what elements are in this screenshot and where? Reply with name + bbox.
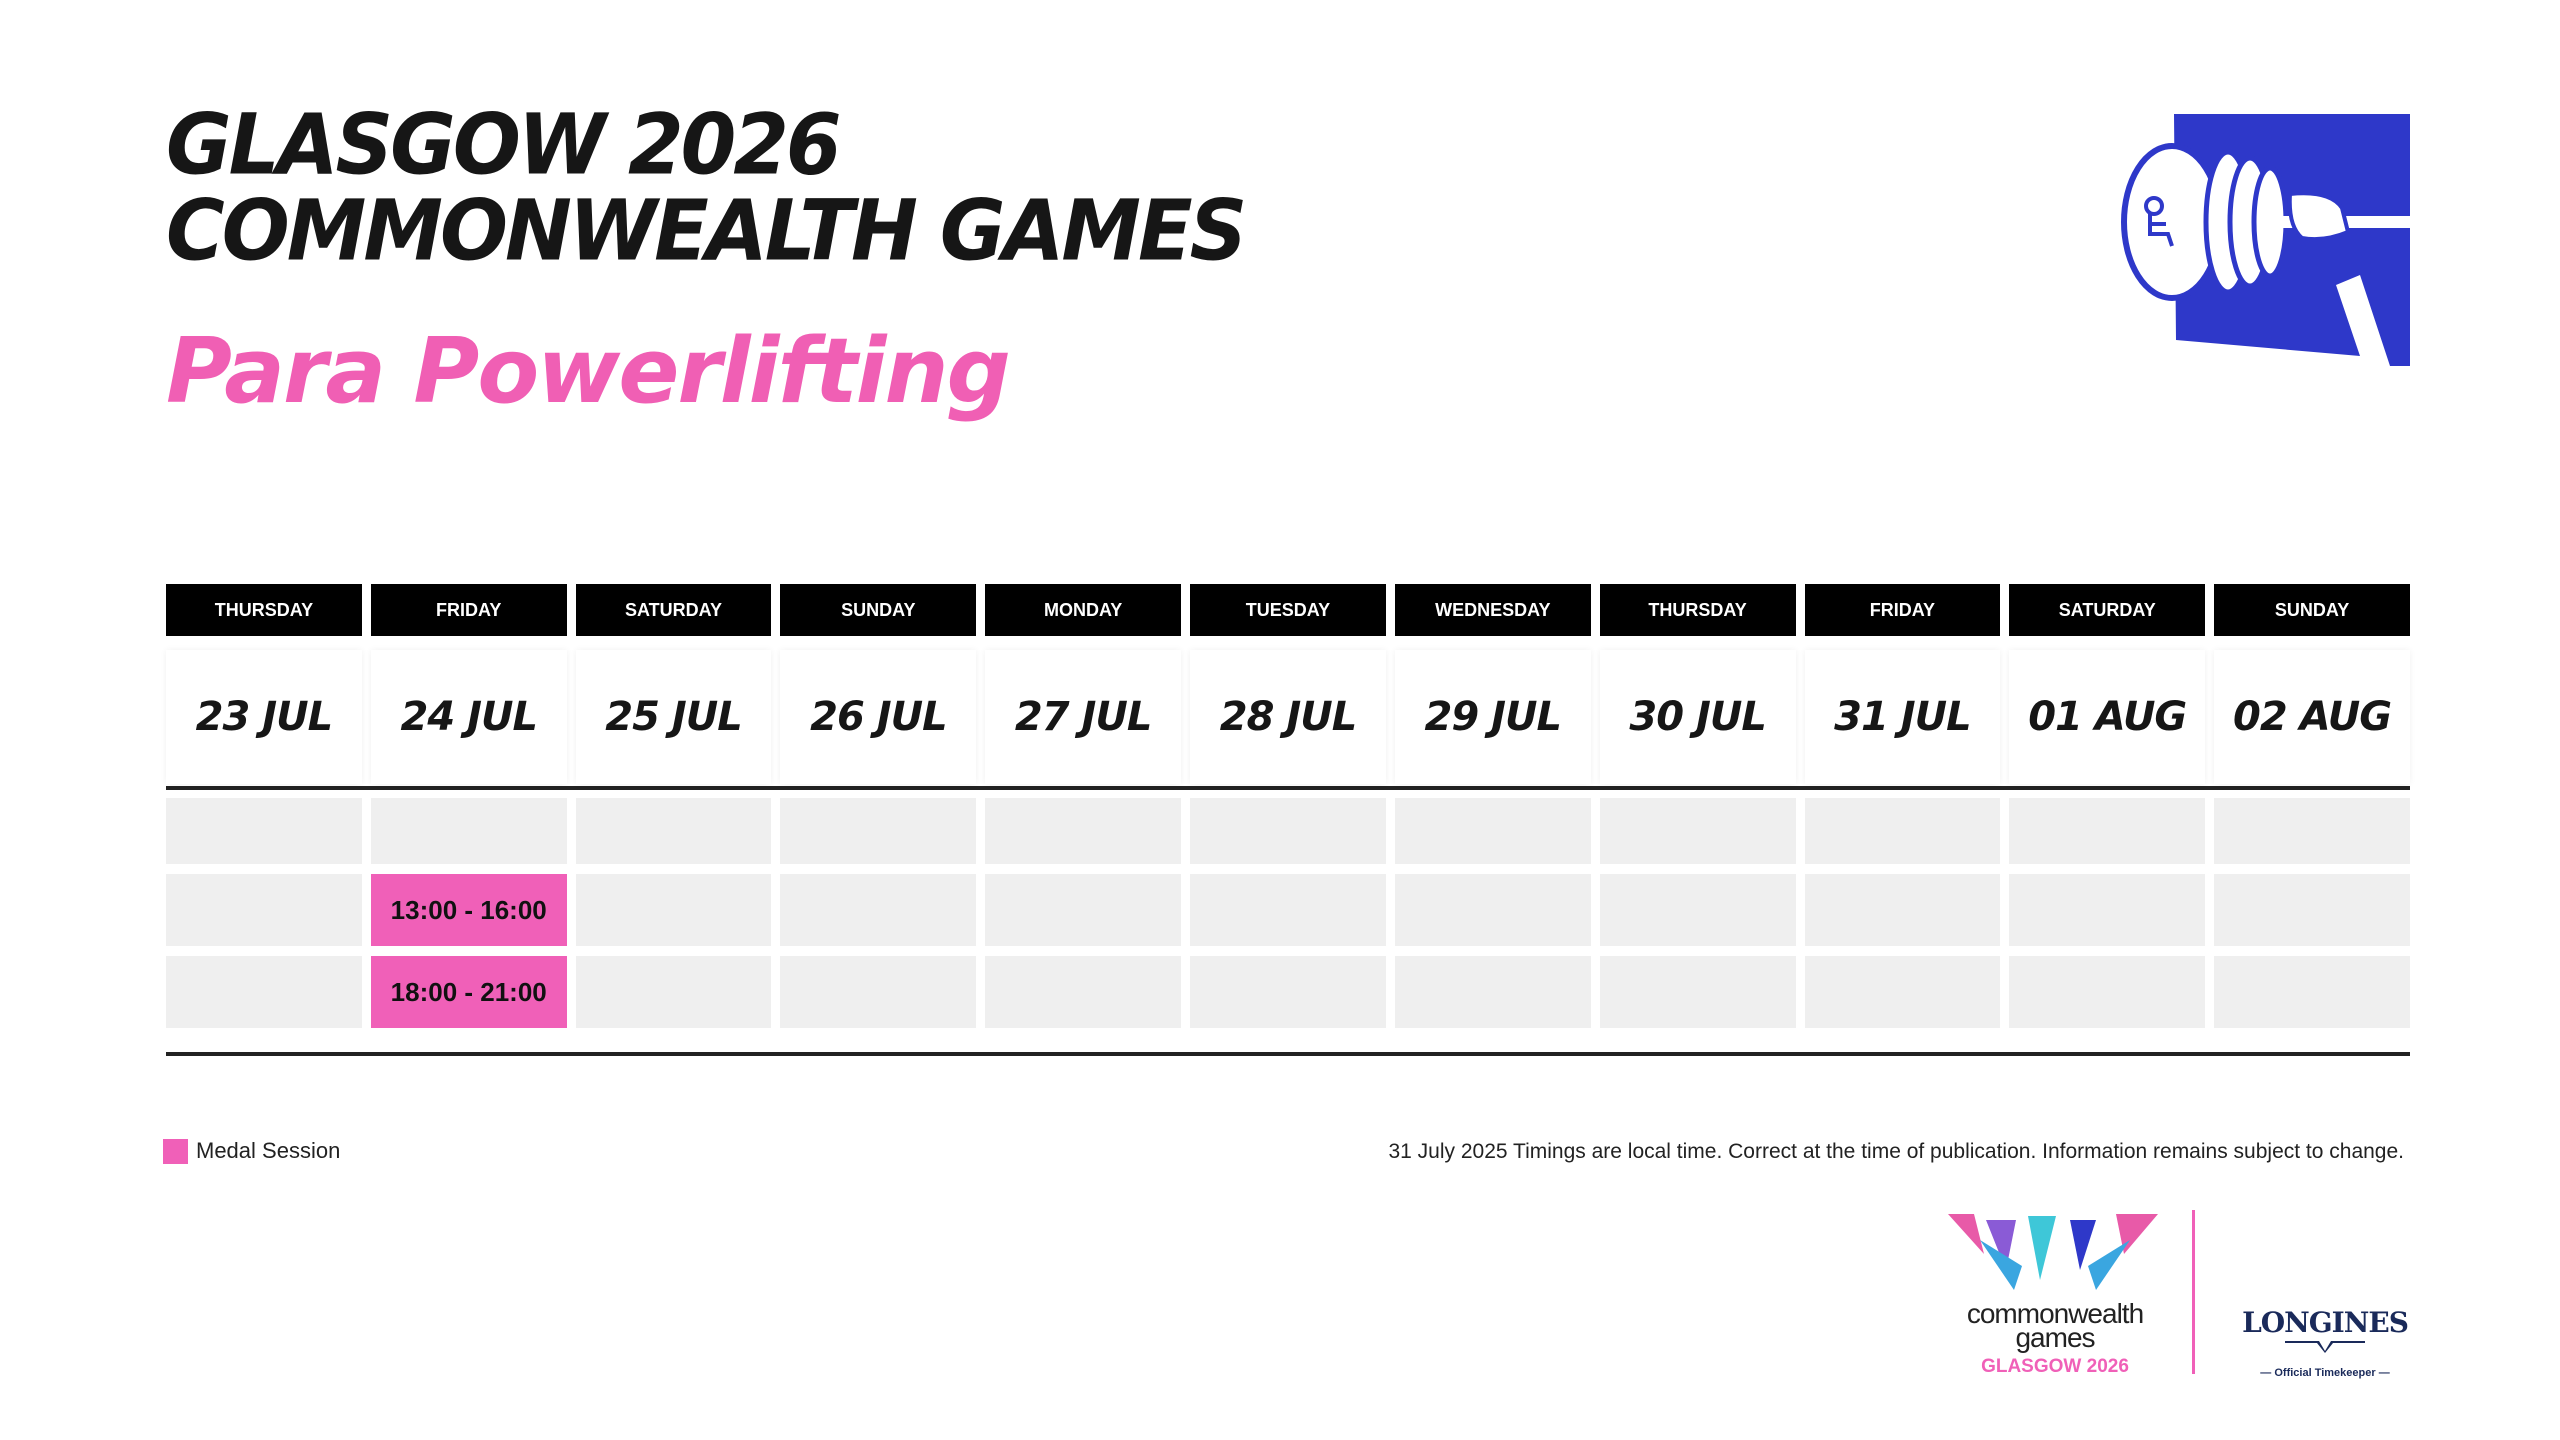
session-cell — [1190, 798, 1386, 864]
session-cell — [1599, 798, 1796, 864]
date-header: 02 AUG — [2214, 650, 2410, 784]
session-cell — [166, 956, 362, 1028]
session-cell — [985, 798, 1182, 864]
commonwealth-games-wordmark: commonwealth games GLASGOW 2026 — [1966, 1298, 2144, 1378]
divider-bottom — [166, 1052, 2410, 1056]
date-header: 24 JUL — [370, 650, 567, 784]
session-cell — [1599, 874, 1796, 946]
session-row — [166, 798, 2410, 864]
medal-session-cell: 13:00 - 16:00 — [370, 874, 567, 946]
session-row: 18:00 - 21:00 — [166, 956, 2410, 1028]
sport-title: Para Powerlifting — [166, 319, 1011, 424]
weekday-header-row: THURSDAY FRIDAY SATURDAY SUNDAY MONDAY TUESDA… — [166, 584, 2410, 636]
footer-logos: commonwealth games GLASGOW 2026 LONGINES… — [1944, 1210, 2414, 1380]
title-line-1: GLASGOW 2026 — [166, 95, 842, 194]
session-cell — [1804, 874, 2001, 946]
logo-divider — [2192, 1210, 2195, 1374]
session-row: 13:00 - 16:00 — [166, 874, 2410, 946]
weekday-header: FRIDAY — [1804, 584, 2001, 636]
date-header: 29 JUL — [1394, 650, 1591, 784]
session-cell — [985, 874, 1182, 946]
session-cell — [1804, 956, 2001, 1028]
session-cell — [2214, 874, 2410, 946]
date-header-row: 23 JUL 24 JUL 25 JUL 26 JUL 27 JUL 28 JUL 29 J… — [166, 650, 2410, 784]
session-cell — [2009, 956, 2206, 1028]
weekday-header: SATURDAY — [2009, 584, 2206, 636]
session-cell — [1599, 956, 1796, 1028]
divider-top — [166, 786, 2410, 790]
session-cell — [575, 956, 772, 1028]
date-header: 23 JUL — [166, 650, 362, 784]
date-header: 28 JUL — [1190, 650, 1386, 784]
session-cell — [2214, 956, 2410, 1028]
session-cell — [1394, 956, 1591, 1028]
commonwealth-games-logo-icon — [1948, 1214, 2158, 1290]
schedule-grid: THURSDAY FRIDAY SATURDAY SUNDAY MONDAY TUESDA… — [166, 584, 2410, 1056]
date-header: 26 JUL — [780, 650, 977, 784]
weekday-header: WEDNESDAY — [1394, 584, 1591, 636]
session-cell — [1804, 798, 2001, 864]
footnote: 31 July 2025 Timings are local time. Cor… — [1388, 1140, 2404, 1163]
session-cell — [2009, 798, 2206, 864]
para-powerlifting-pictogram-icon — [2121, 114, 2410, 366]
session-slots: 13:00 - 16:00 18:00 - 21:00 — [166, 798, 2410, 1028]
date-header: 31 JUL — [1804, 650, 2001, 784]
page-title: GLASGOW 2026 COMMONWEALTH GAMES — [166, 95, 1247, 280]
session-cell — [780, 956, 977, 1028]
session-cell — [985, 956, 1182, 1028]
medal-session-cell: 18:00 - 21:00 — [370, 956, 567, 1028]
session-cell — [166, 798, 362, 864]
weekday-header: THURSDAY — [166, 584, 362, 636]
session-cell — [1190, 956, 1386, 1028]
session-cell — [780, 874, 977, 946]
weekday-header: SUNDAY — [2214, 584, 2410, 636]
longines-logo-icon: LONGINES — Official Timekeeper — — [2242, 1306, 2409, 1379]
session-cell — [1394, 798, 1591, 864]
session-cell — [2214, 798, 2410, 864]
session-cell — [780, 798, 977, 864]
session-cell — [1394, 874, 1591, 946]
weekday-header: SATURDAY — [575, 584, 772, 636]
session-cell — [575, 874, 772, 946]
weekday-header: MONDAY — [985, 584, 1182, 636]
medal-session-swatch — [163, 1138, 188, 1164]
date-header: 30 JUL — [1599, 650, 1796, 784]
session-cell — [370, 798, 567, 864]
date-header: 25 JUL — [575, 650, 772, 784]
legend: Medal Session — [163, 1138, 340, 1164]
session-cell — [2009, 874, 2206, 946]
date-header: 01 AUG — [2009, 650, 2206, 784]
session-cell — [1190, 874, 1386, 946]
weekday-header: THURSDAY — [1599, 584, 1796, 636]
session-cell — [166, 874, 362, 946]
weekday-header: SUNDAY — [780, 584, 977, 636]
session-cell — [575, 798, 772, 864]
title-line-2: COMMONWEALTH GAMES — [166, 181, 1247, 280]
weekday-header: TUESDAY — [1190, 584, 1386, 636]
legend-label: Medal Session — [196, 1138, 341, 1163]
date-header: 27 JUL — [985, 650, 1182, 784]
weekday-header: FRIDAY — [370, 584, 567, 636]
